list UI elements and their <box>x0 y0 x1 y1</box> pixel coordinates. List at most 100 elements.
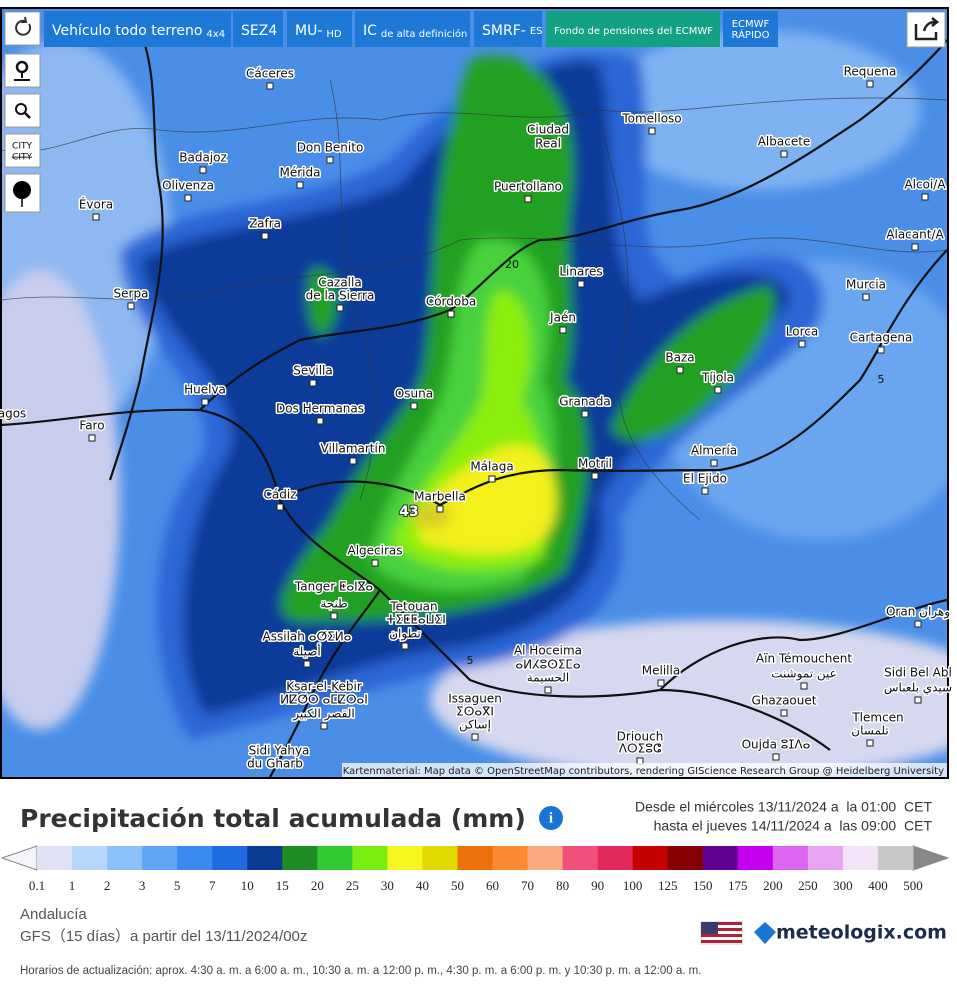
place-label: Cádiz <box>264 488 297 502</box>
model-button[interactable] <box>474 11 542 47</box>
model-button[interactable] <box>287 11 352 47</box>
place-marker[interactable] <box>184 194 192 202</box>
place-label: الحسيمة <box>527 671 569 685</box>
location-button[interactable] <box>4 53 41 88</box>
place-marker[interactable] <box>336 304 344 312</box>
place-label: Sevilla <box>293 364 332 378</box>
place-marker[interactable] <box>371 559 379 567</box>
info-button[interactable] <box>539 806 563 830</box>
contour-label: 5 <box>467 654 474 667</box>
place-marker[interactable] <box>591 472 599 480</box>
place-marker[interactable] <box>401 642 409 650</box>
place-label: Murcia <box>846 278 886 292</box>
legend-swatch <box>247 846 283 870</box>
model-button-label: Fondo de pensiones del ECMWF <box>554 26 713 37</box>
place-marker[interactable] <box>921 193 929 201</box>
place-marker[interactable] <box>581 410 589 418</box>
place-marker[interactable] <box>866 80 874 88</box>
place-marker[interactable] <box>349 457 357 465</box>
place-marker[interactable] <box>701 487 709 495</box>
place-marker[interactable] <box>648 127 656 135</box>
model-button[interactable] <box>723 11 778 47</box>
place-marker[interactable] <box>524 195 532 203</box>
place-marker[interactable] <box>544 686 552 694</box>
model-button-text: SMRF- <box>482 23 526 39</box>
place-label: Lorca <box>786 325 818 339</box>
legend-swatch <box>352 846 388 870</box>
place-marker[interactable] <box>772 753 780 761</box>
share-button[interactable] <box>906 11 946 48</box>
place-marker[interactable] <box>326 156 334 164</box>
place-marker[interactable] <box>798 340 806 348</box>
legend-swatch <box>422 846 458 870</box>
place-label: Zafra <box>249 217 281 231</box>
model-button[interactable] <box>355 11 470 47</box>
place-marker[interactable] <box>199 166 207 174</box>
model-button-text: Vehículo todo terreno <box>52 23 202 39</box>
place-label: Aïn Témouchent <box>756 652 852 666</box>
place-marker[interactable] <box>914 620 922 628</box>
place-marker[interactable] <box>88 434 96 442</box>
place-marker[interactable] <box>471 733 479 741</box>
place-label: Requena <box>844 65 897 79</box>
map-frame <box>0 7 949 779</box>
place-marker[interactable] <box>276 503 284 511</box>
place-marker[interactable] <box>201 398 209 406</box>
place-marker[interactable] <box>266 82 274 90</box>
reload-button[interactable] <box>4 11 41 46</box>
place-marker[interactable] <box>559 326 567 334</box>
attribution: Kartenmaterial: Map data © OpenStreetMap… <box>343 766 944 777</box>
place-marker[interactable] <box>303 660 311 668</box>
header: Precipitación total acumulada (mm) i Des… <box>20 799 932 834</box>
legend-tick-label: 10 <box>241 878 254 893</box>
place-marker[interactable] <box>316 417 324 425</box>
place-marker[interactable] <box>657 679 665 687</box>
place-label: إساكن <box>459 718 491 733</box>
place-label: Marbella <box>414 490 466 504</box>
place-marker[interactable] <box>296 181 304 189</box>
place-marker[interactable] <box>800 682 808 690</box>
legend-tick-label: 40 <box>416 878 429 893</box>
place-marker[interactable] <box>714 386 722 394</box>
place-marker[interactable] <box>436 505 444 513</box>
city-button[interactable] <box>4 133 41 168</box>
model-button[interactable] <box>233 11 283 47</box>
map[interactable] <box>0 0 957 780</box>
legend: 0.1 1 2 3 5 7 10 15 20 25 30 40 50 60 70 80 90 100 125 150 1… <box>0 845 950 893</box>
place-label: Baza <box>665 351 694 365</box>
legend-tick-label: 500 <box>903 878 923 893</box>
place-marker[interactable] <box>877 346 885 354</box>
place-marker[interactable] <box>410 402 418 410</box>
place-marker[interactable] <box>866 739 874 747</box>
model-button[interactable] <box>546 11 720 47</box>
place-marker[interactable] <box>780 150 788 158</box>
place-marker[interactable] <box>780 709 788 717</box>
place-marker[interactable] <box>127 302 135 310</box>
model-button-text: IC <box>363 23 377 39</box>
place-label: ⵍⵇⵚⵔ ⴰⵎⵇⵔⴰⵏ <box>280 693 368 707</box>
place-label: Tíjola <box>701 371 734 385</box>
legend-tick-label: 2 <box>104 878 111 893</box>
place-marker[interactable] <box>676 366 684 374</box>
place-label: Sidi Yahya <box>249 744 310 758</box>
place-marker[interactable] <box>862 293 870 301</box>
model-button[interactable] <box>44 11 231 47</box>
zoom-button[interactable] <box>4 93 41 128</box>
place-label: El Ejido <box>683 472 727 486</box>
place-marker[interactable] <box>710 459 718 467</box>
place-marker[interactable] <box>914 696 922 704</box>
place-labels: Cáceres Badajoz Don Benito Mérida Olivenza Év… <box>0 63 954 772</box>
place-marker[interactable] <box>544 138 552 146</box>
place-marker[interactable] <box>488 475 496 483</box>
place-marker[interactable] <box>92 213 100 221</box>
place-label: Dos Hermanas <box>276 402 364 416</box>
flag[interactable] <box>700 921 743 945</box>
place-marker[interactable] <box>320 722 328 730</box>
place-marker[interactable] <box>261 232 269 240</box>
place-marker[interactable] <box>309 379 317 387</box>
place-marker[interactable] <box>911 243 919 251</box>
place-marker[interactable] <box>577 280 585 288</box>
place-marker[interactable] <box>330 612 338 620</box>
model-button-label: ECMWF <box>732 19 770 30</box>
place-marker[interactable] <box>447 310 455 318</box>
